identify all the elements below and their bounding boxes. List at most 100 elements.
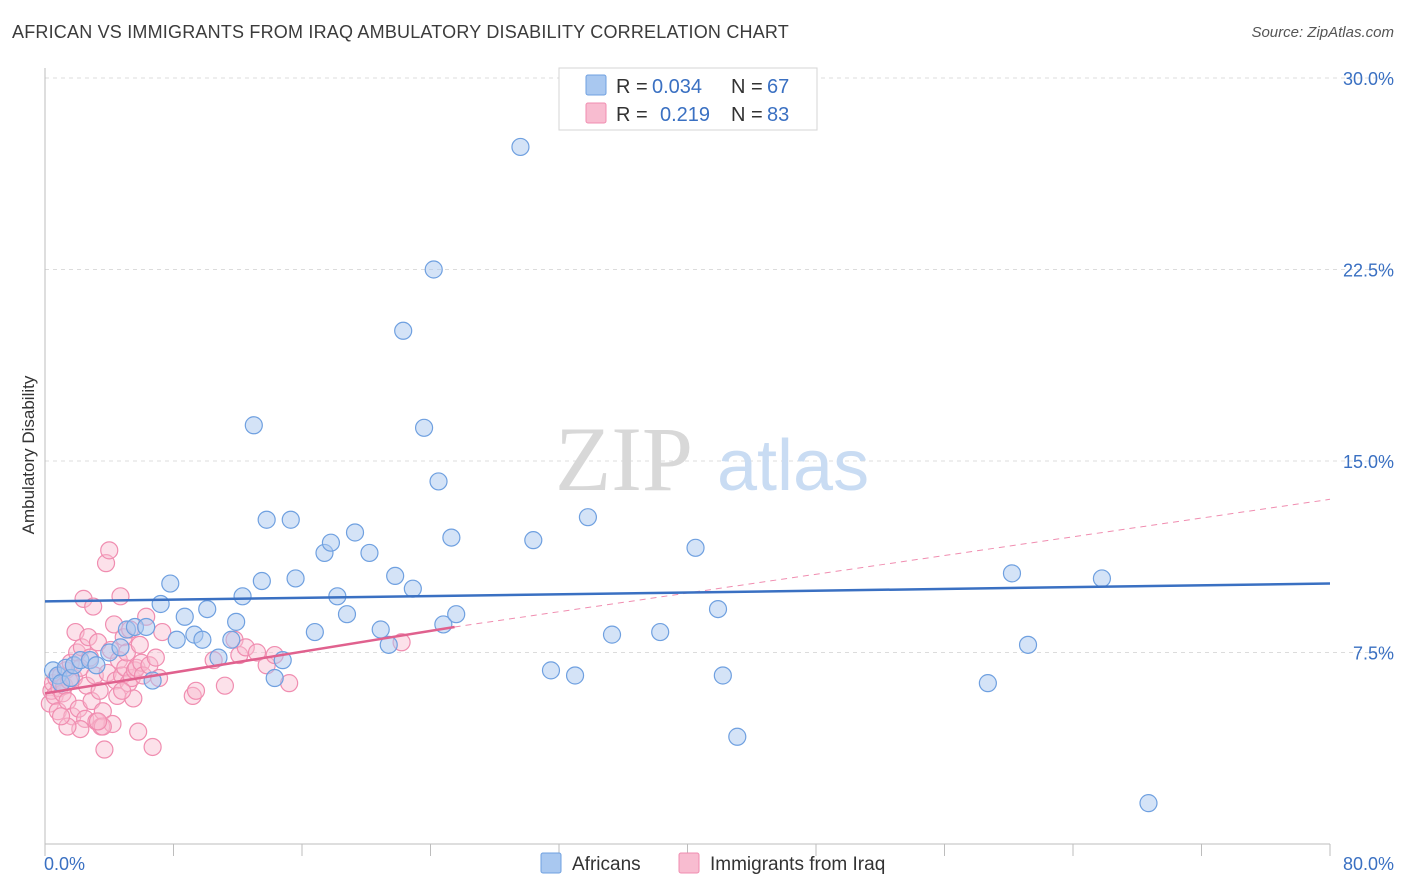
iraq-point: [100, 541, 119, 560]
africans-point: [728, 727, 747, 746]
legend-n-label-iraq: N =: [731, 104, 763, 126]
africans-point: [708, 599, 728, 619]
africans-point: [379, 635, 398, 654]
x-tick-label-max: 80.0%: [1343, 854, 1394, 874]
iraq-point: [146, 648, 165, 667]
iraq-trend-extension: [454, 498, 1331, 628]
y-tick-label: 30.0%: [1343, 69, 1394, 89]
y-tick-label: 7.5%: [1353, 644, 1394, 664]
africans-point: [651, 622, 670, 642]
legend-n-africans: 67: [767, 76, 789, 98]
africans-point: [386, 566, 405, 586]
iraq-point: [58, 717, 77, 736]
legend-box: R = 0.034 N = 67 R = 0.219 N = 83: [558, 67, 818, 131]
legend-r-label-africans: R =: [616, 76, 648, 98]
africans-point: [305, 622, 324, 642]
iraq-point: [74, 589, 93, 608]
africans-point: [978, 674, 997, 693]
bottom-legend-africans: Africans: [572, 854, 641, 875]
iraq-point: [111, 587, 130, 606]
africans-point: [602, 625, 622, 644]
africans-point: [713, 666, 732, 685]
x-tick-label-min: 0.0%: [44, 854, 85, 874]
africans-trend-line: [44, 582, 1331, 603]
africans-point: [394, 321, 413, 340]
iraq-point: [143, 737, 162, 757]
africans-point: [360, 543, 379, 563]
africans-point: [371, 620, 390, 639]
africans-point: [265, 668, 284, 688]
africans-point: [345, 523, 365, 542]
source-label: Source: ZipAtlas.com: [1251, 24, 1394, 41]
bottom-legend: Africans Immigrants from Iraq: [540, 852, 885, 875]
iraq-point: [88, 712, 108, 731]
africans-point: [447, 605, 466, 624]
africans-point: [321, 533, 341, 552]
africans-point: [686, 538, 705, 557]
chart-title: AFRICAN VS IMMIGRANTS FROM IRAQ AMBULATO…: [12, 22, 789, 42]
legend-r-iraq: 0.219: [660, 104, 710, 126]
africans-point: [524, 531, 543, 550]
iraq-point: [153, 622, 172, 642]
africans-point: [244, 416, 263, 435]
trend-lines: [44, 498, 1331, 695]
watermark-zip: ZIP: [555, 408, 693, 510]
series-iraq-points: [40, 541, 411, 759]
africans-point: [257, 510, 276, 529]
africans-point: [424, 260, 443, 279]
africans-point: [403, 579, 422, 598]
africans-point: [222, 630, 241, 649]
y-tick-label: 15.0%: [1343, 452, 1394, 472]
iraq-point: [215, 676, 234, 695]
legend-swatch-iraq: [585, 102, 607, 124]
africans-point: [511, 137, 530, 157]
africans-point: [193, 630, 212, 649]
africans-point: [233, 587, 252, 606]
africans-point: [137, 617, 156, 637]
africans-point: [1018, 635, 1038, 654]
africans-point: [1092, 569, 1112, 588]
africans-point: [87, 656, 106, 675]
africans-point: [175, 607, 194, 626]
africans-point: [167, 630, 186, 649]
africans-point: [1002, 564, 1022, 583]
africans-point: [414, 418, 434, 437]
legend-n-iraq: 83: [767, 104, 789, 126]
africans-point: [198, 599, 217, 619]
iraq-point: [186, 681, 206, 700]
watermark: ZIP atlas: [555, 408, 869, 510]
africans-point: [578, 508, 598, 527]
iraq-point: [90, 681, 109, 700]
africans-point: [442, 528, 461, 547]
africans-point: [565, 666, 585, 685]
iraq-point: [93, 717, 112, 736]
africans-point: [151, 594, 170, 614]
africans-point: [111, 638, 130, 657]
iraq-point: [183, 686, 202, 706]
africans-point: [337, 605, 357, 624]
africans-point: [161, 574, 180, 593]
legend-n-label-africans: N =: [731, 76, 763, 98]
legend-swatch-africans: [585, 74, 607, 96]
africans-point: [286, 569, 305, 588]
iraq-point: [95, 740, 114, 759]
iraq-point: [51, 707, 71, 726]
iraq-point: [129, 722, 148, 741]
legend-r-label-iraq: R =: [616, 104, 648, 126]
iraq-point: [84, 597, 103, 616]
bottom-legend-iraq: Immigrants from Iraq: [710, 854, 885, 875]
y-tick-label: 22.5%: [1343, 261, 1394, 281]
y-tick-labels: 7.5% 15.0% 22.5% 30.0%: [1343, 69, 1394, 664]
iraq-point: [93, 702, 112, 721]
legend-r-africans: 0.034: [652, 76, 702, 98]
iraq-point: [130, 635, 149, 654]
africans-point: [541, 661, 561, 680]
watermark-atlas: atlas: [717, 426, 869, 506]
africans-point: [252, 571, 271, 591]
grid-lines: [45, 77, 1394, 653]
iraq-point: [247, 643, 267, 662]
africans-point: [281, 510, 300, 529]
iraq-point: [112, 681, 132, 700]
africans-point: [1139, 794, 1158, 813]
